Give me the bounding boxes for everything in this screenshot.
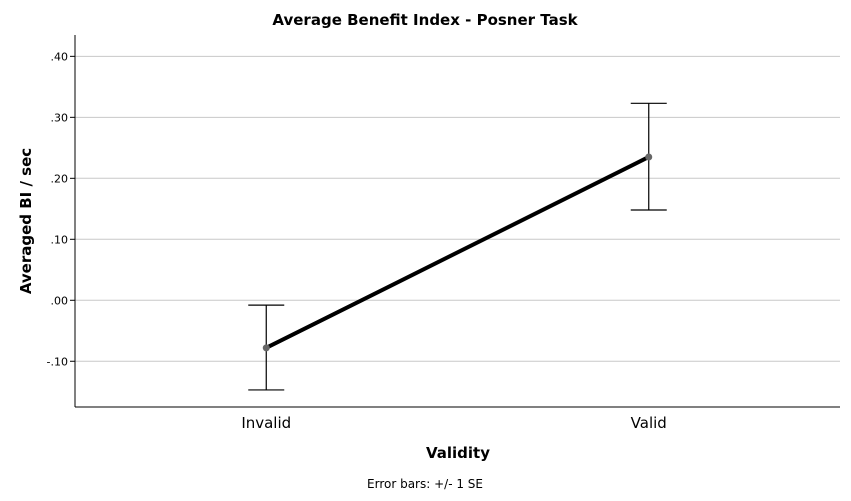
y-tick-label: .40 — [51, 50, 69, 63]
grid-lines — [70, 55, 840, 362]
y-axis-label: Averaged BI / sec — [17, 148, 35, 294]
y-tick-labels: -.10 .00 .10 .20 .30 .40 — [47, 50, 68, 368]
error-bars-footnote: Error bars: +/- 1 SE — [367, 477, 483, 491]
x-tick-label: Invalid — [241, 414, 291, 432]
chart-title: Average Benefit Index - Posner Task — [272, 11, 578, 29]
data-markers — [262, 153, 653, 352]
data-point — [645, 153, 653, 161]
y-tick-label: .00 — [51, 294, 69, 307]
y-tick-label: .10 — [51, 233, 69, 246]
series-line — [264, 154, 651, 350]
data-point — [262, 344, 270, 352]
y-tick-label: -.10 — [47, 355, 68, 368]
y-tick-label: .30 — [51, 111, 69, 124]
x-axis-label: Validity — [426, 444, 490, 462]
error-bars — [248, 102, 667, 391]
x-tick-label: Valid — [631, 414, 667, 432]
x-tick-labels: Invalid Valid — [241, 414, 667, 432]
series — [264, 154, 651, 350]
y-tick-label: .20 — [51, 172, 69, 185]
